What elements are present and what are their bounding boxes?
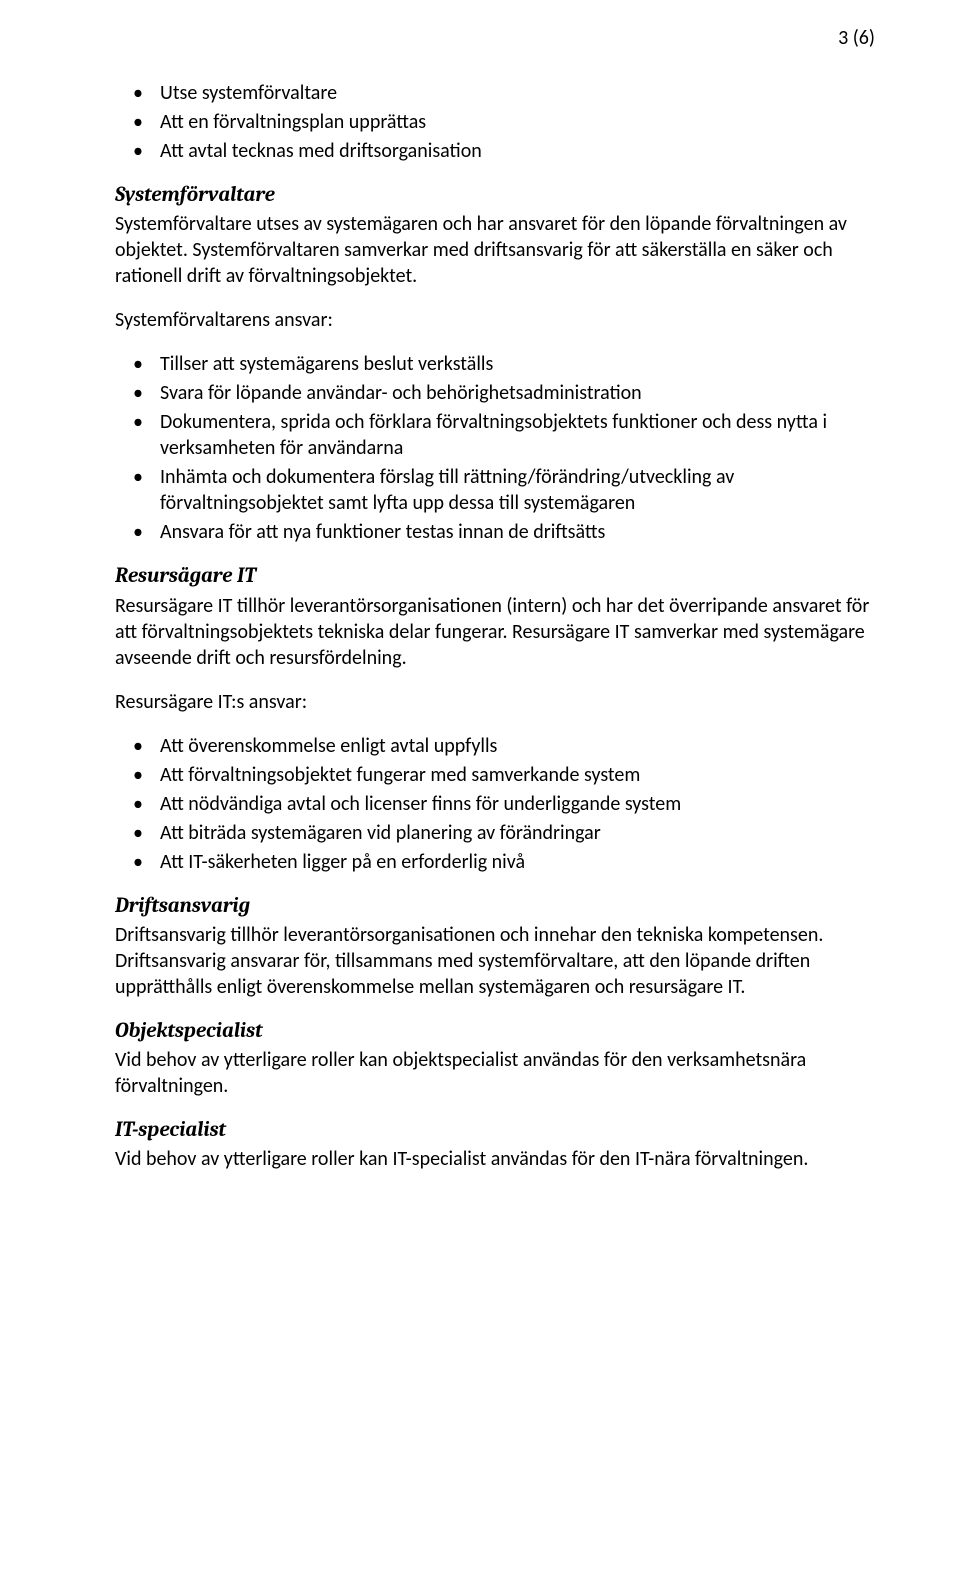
document-body: Utse systemförvaltare Att en förvaltning… <box>115 80 875 1172</box>
paragraph: Vid behov av ytterligare roller kan obje… <box>115 1047 875 1099</box>
section-heading-systemforvaltare: Systemförvaltare <box>115 182 875 209</box>
list-item: Tillser att systemägarens beslut verkstä… <box>115 351 875 377</box>
section2-bullet-list: Att överenskommelse enligt avtal uppfyll… <box>115 733 875 875</box>
list-item: Ansvara för att nya funktioner testas in… <box>115 519 875 545</box>
list-item: Inhämta och dokumentera förslag till rät… <box>115 464 875 516</box>
list-item: Utse systemförvaltare <box>115 80 875 106</box>
list-item: Att överenskommelse enligt avtal uppfyll… <box>115 733 875 759</box>
list-item: Att nödvändiga avtal och licenser finns … <box>115 791 875 817</box>
section-heading-resursagare-it: Resursägare IT <box>115 563 875 590</box>
top-bullet-list: Utse systemförvaltare Att en förvaltning… <box>115 80 875 164</box>
list-item: Att en förvaltningsplan upprättas <box>115 109 875 135</box>
list-item: Att avtal tecknas med driftsorganisation <box>115 138 875 164</box>
section-heading-it-specialist: IT-specialist <box>115 1117 875 1144</box>
list-item: Att IT-säkerheten ligger på en erforderl… <box>115 849 875 875</box>
list-item: Dokumentera, sprida och förklara förvalt… <box>115 409 875 461</box>
section-heading-driftsansvarig: Driftsansvarig <box>115 893 875 920</box>
section-heading-objektspecialist: Objektspecialist <box>115 1018 875 1045</box>
list-item: Att biträda systemägaren vid planering a… <box>115 820 875 846</box>
paragraph: Systemförvaltare utses av systemägaren o… <box>115 211 875 289</box>
paragraph: Vid behov av ytterligare roller kan IT-s… <box>115 1146 875 1172</box>
paragraph: Systemförvaltarens ansvar: <box>115 307 875 333</box>
list-item: Svara för löpande användar- och behörigh… <box>115 380 875 406</box>
page-number: 3 (6) <box>838 25 875 51</box>
paragraph: Resursägare IT:s ansvar: <box>115 689 875 715</box>
list-item: Att förvaltningsobjektet fungerar med sa… <box>115 762 875 788</box>
paragraph: Driftsansvarig tillhör leverantörsorgani… <box>115 922 875 1000</box>
section1-bullet-list: Tillser att systemägarens beslut verkstä… <box>115 351 875 545</box>
paragraph: Resursägare IT tillhör leverantörsorgani… <box>115 593 875 671</box>
